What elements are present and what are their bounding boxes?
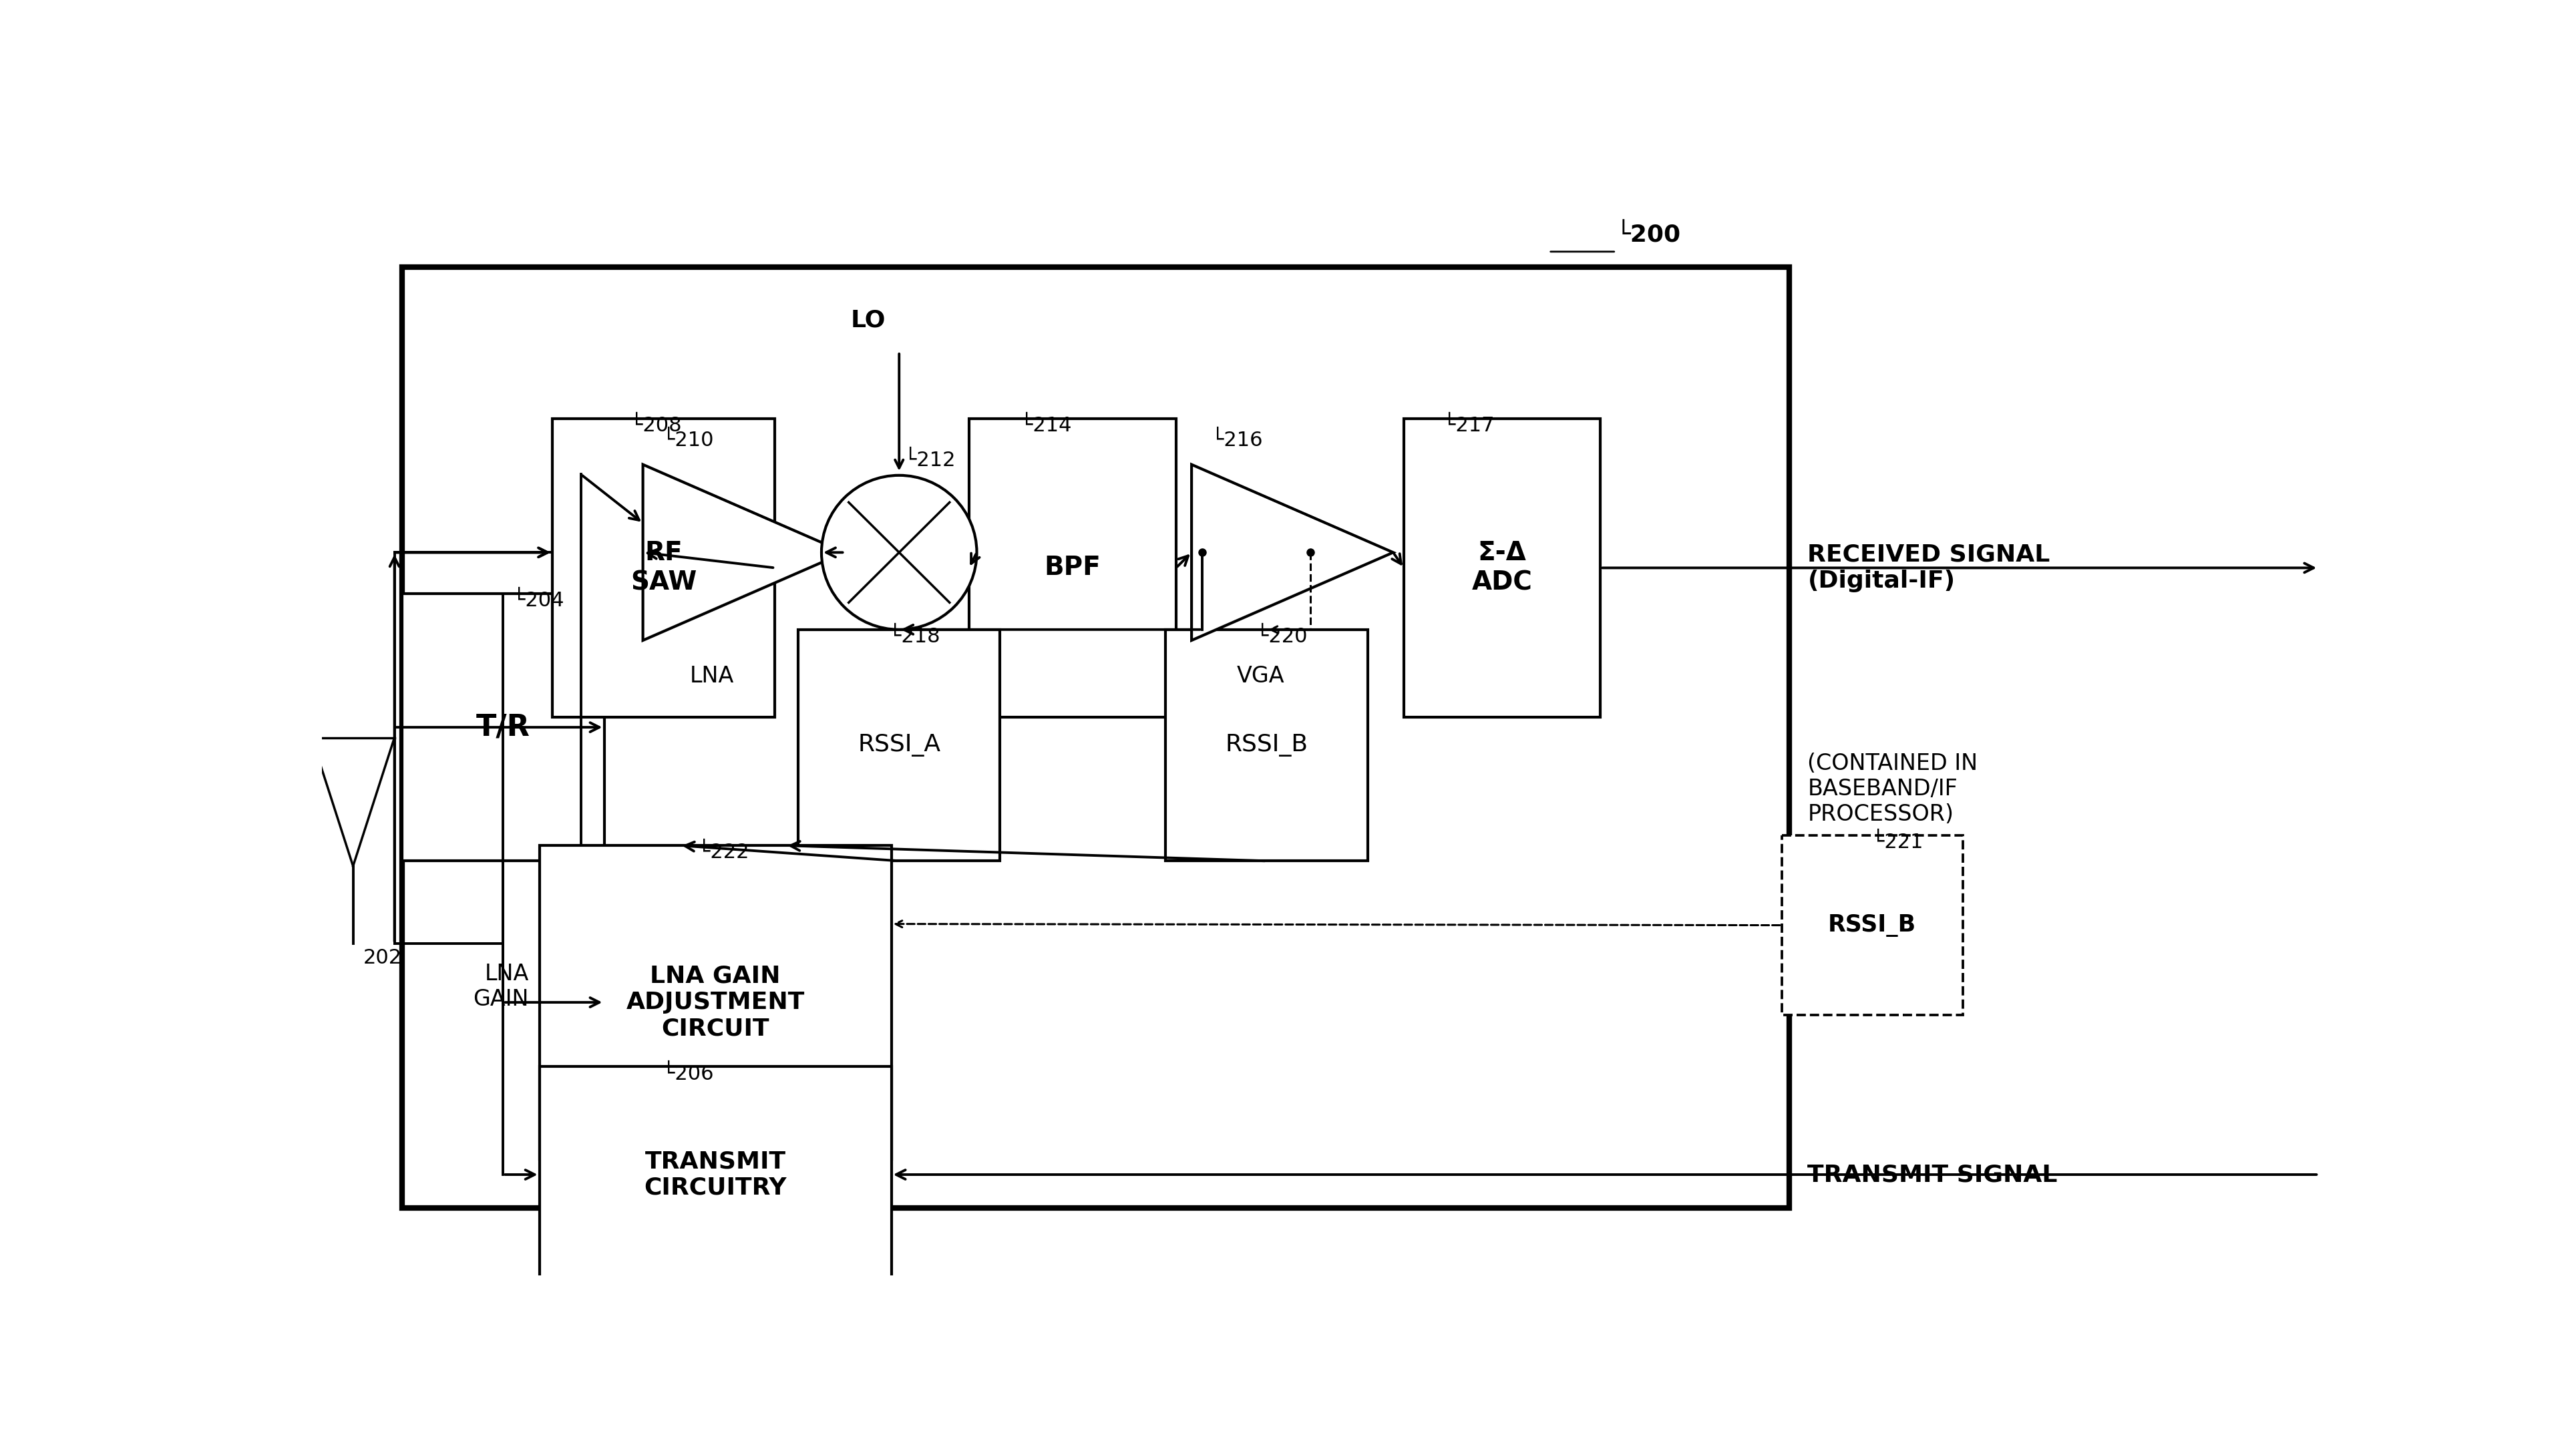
Text: └216: └216	[1211, 430, 1262, 450]
Text: └200: └200	[1615, 224, 1682, 246]
Text: TRANSMIT SIGNAL: TRANSMIT SIGNAL	[1808, 1164, 2058, 1187]
Bar	[402, 593, 605, 861]
Text: BPF: BPF	[1043, 555, 1100, 580]
Text: (CONTAINED IN
BASEBAND/IF
PROCESSOR): (CONTAINED IN BASEBAND/IF PROCESSOR)	[1808, 752, 1978, 825]
Polygon shape	[1193, 464, 1394, 641]
Text: LNA GAIN
ADJUSTMENT
CIRCUIT: LNA GAIN ADJUSTMENT CIRCUIT	[626, 964, 804, 1040]
Text: T/R: T/R	[477, 712, 531, 742]
Text: RSSI_B: RSSI_B	[1226, 734, 1309, 757]
Text: └220: └220	[1257, 628, 1309, 646]
Text: └208: └208	[631, 416, 683, 436]
Bar	[799, 629, 999, 861]
Text: └212: └212	[904, 451, 956, 470]
Text: └210: └210	[662, 430, 714, 450]
Circle shape	[822, 476, 976, 629]
Text: └221: └221	[1873, 833, 1924, 853]
Text: Σ-Δ
ADC: Σ-Δ ADC	[1471, 540, 1533, 595]
Bar	[402, 267, 1790, 1208]
Text: └222: └222	[698, 843, 750, 863]
Text: └217: └217	[1443, 416, 1494, 436]
Bar	[538, 1066, 891, 1283]
Bar	[1167, 629, 1368, 861]
Text: RSSI_B: RSSI_B	[1829, 914, 1917, 937]
Text: TRANSMIT
CIRCUITRY: TRANSMIT CIRCUITRY	[644, 1151, 786, 1199]
Bar	[538, 845, 891, 1159]
Text: └206: └206	[662, 1065, 714, 1083]
Text: 202: 202	[363, 949, 402, 967]
Bar	[551, 418, 775, 716]
Text: RECEIVED SIGNAL
(Digital-IF): RECEIVED SIGNAL (Digital-IF)	[1808, 543, 2050, 592]
Bar	[969, 418, 1177, 716]
Text: RSSI_A: RSSI_A	[858, 734, 940, 757]
Polygon shape	[644, 464, 845, 641]
Text: └204: └204	[513, 590, 564, 610]
Text: └218: └218	[889, 628, 940, 646]
Text: LO: LO	[850, 308, 886, 331]
Bar	[1783, 835, 1963, 1015]
Bar	[1404, 418, 1600, 716]
Text: └214: └214	[1020, 416, 1072, 436]
Text: LNA
GAIN: LNA GAIN	[474, 963, 528, 1010]
Text: LNA: LNA	[690, 665, 734, 686]
Text: RF
SAW: RF SAW	[631, 540, 696, 595]
Text: VGA: VGA	[1236, 665, 1285, 686]
